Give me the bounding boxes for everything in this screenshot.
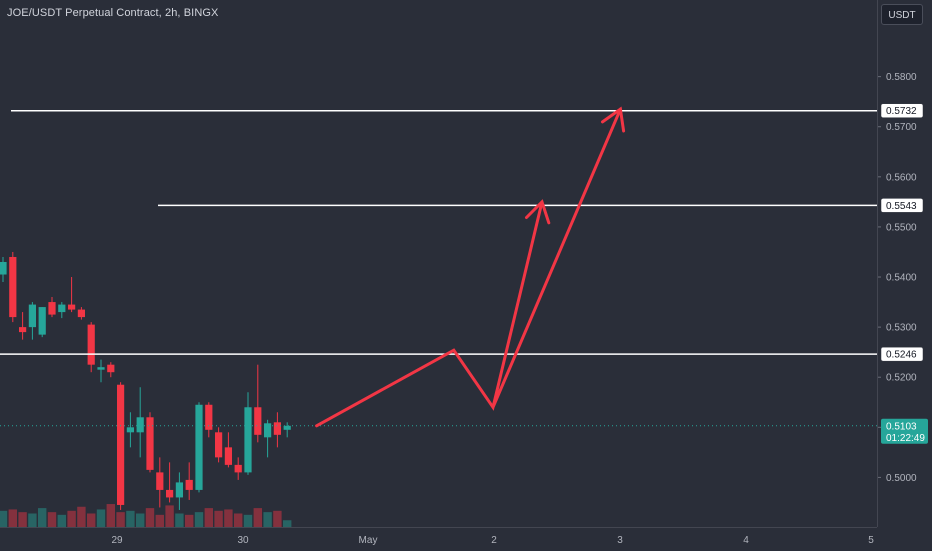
volume-bar	[243, 514, 253, 527]
volume-bar	[185, 514, 194, 527]
volume-bar	[106, 504, 115, 527]
candle-body	[117, 384, 125, 505]
candle-body	[195, 404, 203, 490]
level-price-tag-label: 0.5543	[886, 201, 917, 212]
price-tick-label: 0.5400	[886, 273, 917, 284]
volume-bar	[214, 510, 223, 527]
level-price-tag-label: 0.5732	[886, 106, 917, 117]
arrow-head-icon	[525, 199, 551, 225]
candle-body	[234, 464, 242, 473]
price-tick-label: 0.5700	[886, 122, 917, 133]
candle-body	[185, 479, 193, 490]
candle-body	[273, 422, 281, 435]
volume-bar	[204, 508, 213, 527]
countdown-label: 01:22:49	[886, 433, 925, 444]
price-tick-label: 0.5600	[886, 172, 917, 183]
last-price-label: 0.5103	[886, 421, 917, 432]
plot-area	[0, 251, 877, 527]
level-price-tag-label: 0.5246	[886, 350, 917, 361]
candle-body	[156, 472, 164, 490]
arrow-head-icon	[601, 106, 626, 133]
time-tick-label: 5	[868, 535, 874, 546]
candle-body	[19, 327, 27, 333]
chart-title: JOE/USDT Perpetual Contract, 2h, BINGX	[7, 7, 219, 19]
candle-body	[126, 427, 134, 433]
candle-body	[283, 425, 291, 430]
price-tick-label: 0.5300	[886, 323, 917, 334]
last-price-tag	[881, 418, 928, 444]
candle-body	[146, 417, 154, 470]
time-tick-label: 2	[491, 535, 497, 546]
volume-bar	[96, 509, 106, 527]
volume-bar	[38, 508, 47, 527]
candle-body	[264, 423, 272, 438]
candle-body	[68, 304, 76, 310]
candle-body	[0, 261, 7, 275]
volume-bar	[194, 512, 204, 527]
price-tick-label: 0.5200	[886, 373, 917, 384]
level-price-tag	[880, 198, 924, 213]
time-tick-label: 3	[617, 535, 623, 546]
volume-bar	[126, 510, 135, 527]
volume-bar	[77, 506, 86, 527]
volume-bar	[253, 508, 262, 527]
level-price-tag	[880, 103, 924, 118]
price-tick-label: 0.5800	[886, 72, 917, 83]
volume-bar	[28, 513, 37, 527]
volume-bar	[0, 510, 8, 527]
candle-body	[215, 432, 223, 458]
time-tick-label: 29	[111, 535, 123, 546]
time-tick-label: 4	[743, 535, 749, 546]
volume-bar	[8, 509, 17, 527]
volume-bar	[175, 513, 184, 527]
volume-bar	[145, 508, 155, 527]
volume-bar	[57, 514, 66, 527]
time-tick-label: May	[359, 535, 378, 546]
volume-bar	[116, 512, 125, 527]
candle-body	[175, 482, 183, 498]
time-axis[interactable]	[0, 527, 877, 551]
candle-body	[28, 304, 36, 328]
volume-bar	[234, 513, 243, 527]
volume-bar	[224, 509, 233, 527]
candle-body	[205, 404, 213, 430]
volume-bar	[136, 513, 145, 527]
candle-body	[38, 307, 46, 335]
volume-bar	[165, 505, 174, 527]
price-tick-label: 0.5000	[886, 473, 917, 484]
candle-body	[166, 489, 174, 498]
candle-body	[136, 417, 144, 433]
candle-body	[77, 309, 85, 318]
volume-bar	[155, 514, 164, 527]
candle-body	[244, 407, 252, 473]
candle-body	[48, 302, 56, 315]
candle-body	[9, 256, 17, 318]
candle-body	[224, 447, 232, 465]
volume-bar	[273, 510, 282, 527]
volume-bar	[87, 513, 96, 527]
volume-bar	[283, 520, 292, 527]
price-tick-label: 0.5500	[886, 222, 917, 233]
candle-body	[97, 367, 105, 370]
candle-body	[87, 324, 95, 365]
volume-bar	[18, 512, 27, 527]
level-price-tag	[880, 346, 924, 362]
volume-bar	[263, 512, 272, 527]
currency-button[interactable]: USDT	[881, 4, 923, 25]
time-tick-label: 30	[237, 535, 249, 546]
candle-body	[107, 364, 115, 373]
volume-bar	[47, 512, 57, 527]
projection-path	[315, 107, 622, 428]
candle-body	[58, 304, 66, 313]
volume-bar	[67, 510, 76, 527]
candle-body	[254, 407, 262, 435]
price-axis[interactable]	[877, 0, 932, 527]
